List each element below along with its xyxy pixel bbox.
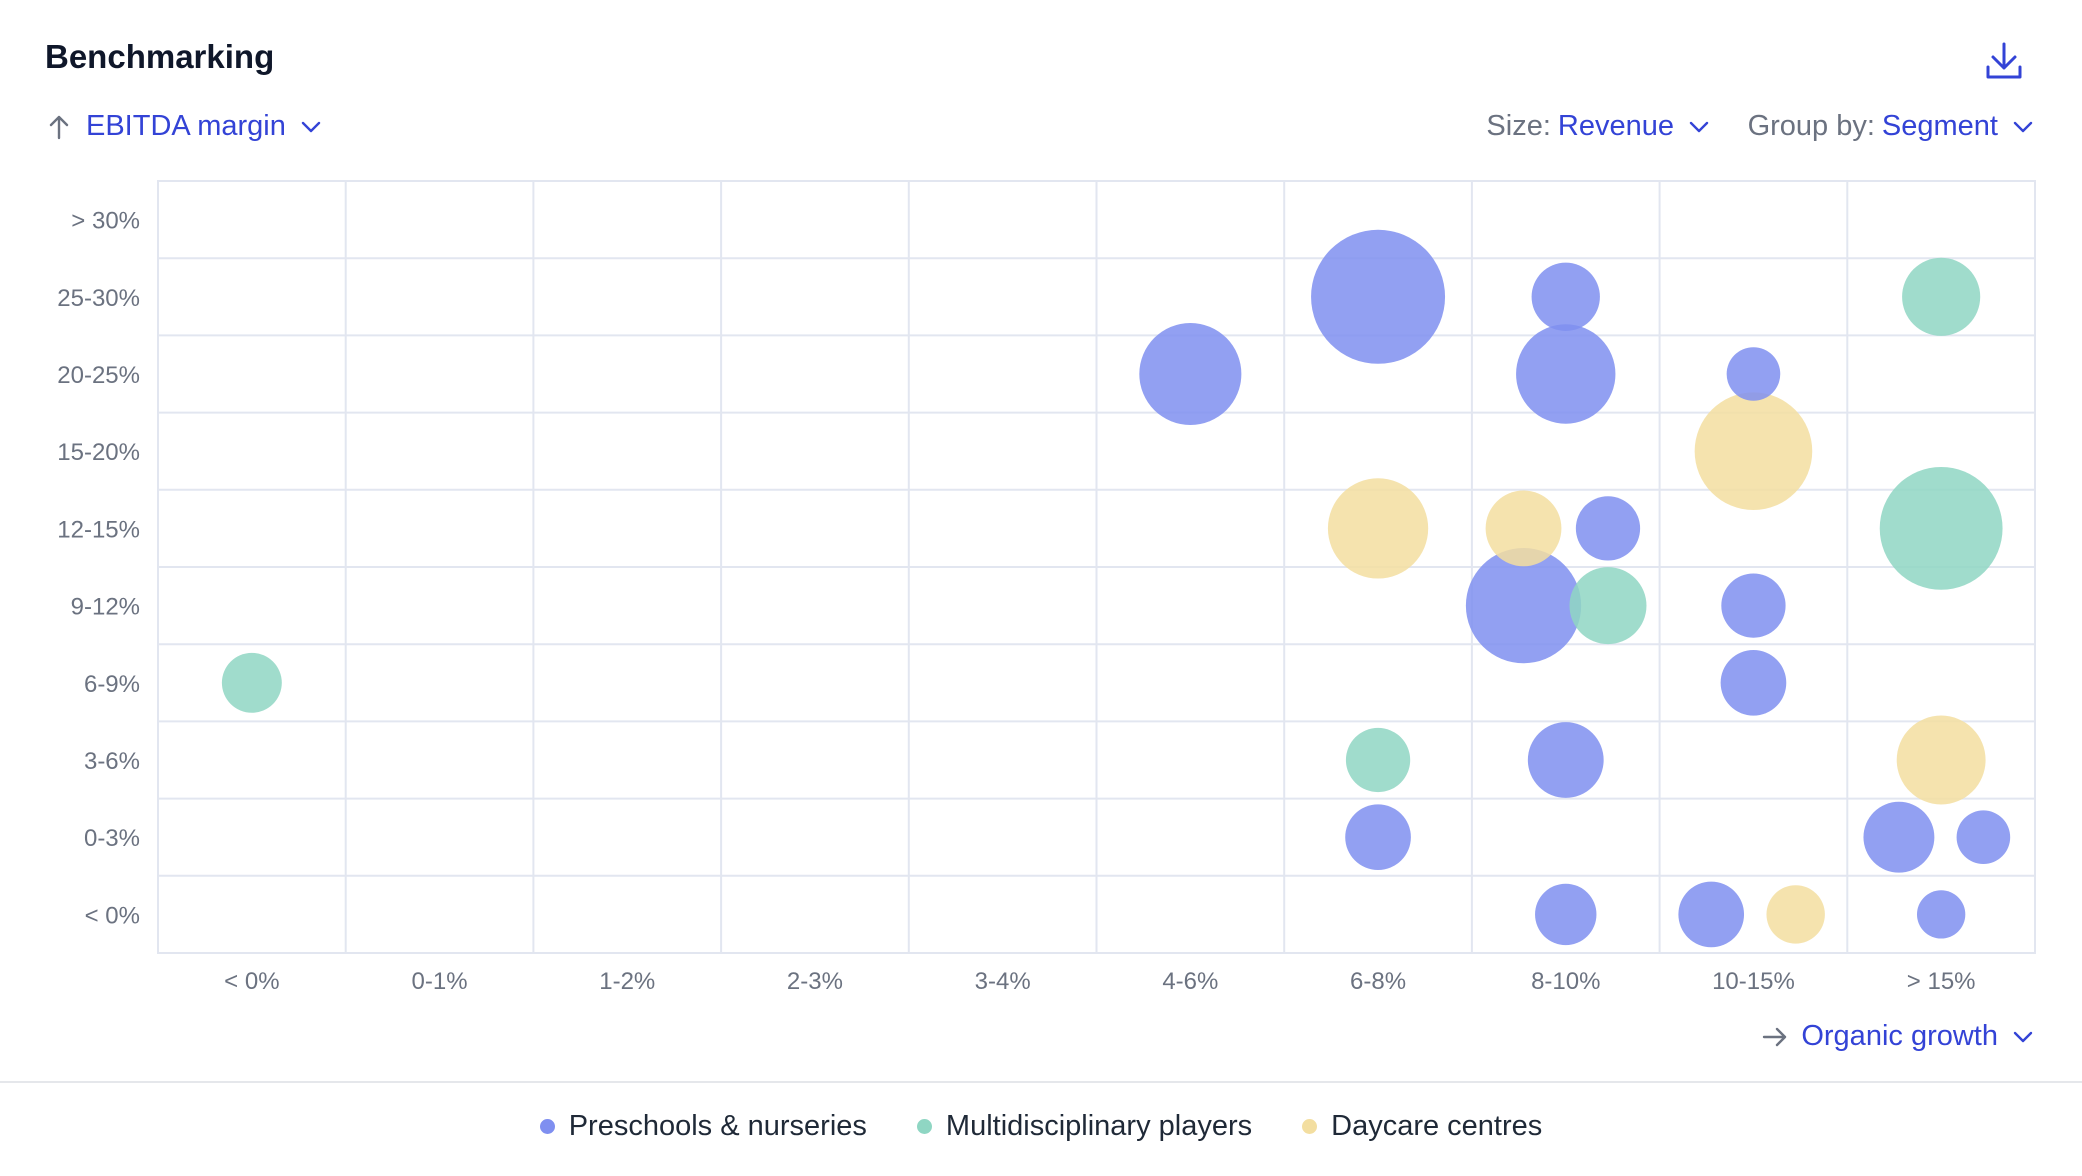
- size-selector[interactable]: Size: Revenue: [1486, 110, 1710, 143]
- bubble-preschools: [1726, 347, 1781, 401]
- size-value: Revenue: [1557, 110, 1674, 142]
- bubble-preschools: [1311, 229, 1446, 364]
- legend-item-multidisciplinary[interactable]: Multidisciplinary players: [916, 1110, 1253, 1143]
- x-tick-label: > 15%: [1907, 968, 1976, 995]
- bubble-daycare: [1694, 392, 1813, 510]
- bubble-preschools: [1863, 801, 1935, 873]
- chevron-down-icon: [2013, 121, 2033, 132]
- bubble-preschools: [1345, 804, 1411, 871]
- group-by-label: Group by:: [1747, 110, 1875, 142]
- arrow-right-icon: [1763, 1027, 1787, 1046]
- arrow-up-icon: [49, 115, 69, 139]
- legend-dot-daycare: [1302, 1119, 1318, 1134]
- card-title: Benchmarking: [45, 38, 275, 75]
- size-label: Size:: [1486, 110, 1551, 142]
- x-metric-value: Organic growth: [1801, 1020, 1998, 1052]
- bubble-preschools: [1465, 547, 1582, 664]
- x-metric-selector[interactable]: Organic growth: [1761, 1020, 2034, 1053]
- bubble-multidisciplinary: [1345, 727, 1411, 793]
- y-tick-label: 3-6%: [84, 748, 140, 775]
- bubble-preschools: [1678, 881, 1745, 948]
- x-tick-label: < 0%: [224, 968, 279, 995]
- chevron-down-icon: [301, 121, 321, 132]
- y-tick-label: 20-25%: [57, 362, 140, 389]
- bubble-preschools: [1139, 322, 1242, 426]
- legend-item-preschools[interactable]: Preschools & nurseries: [539, 1110, 867, 1143]
- bubble-preschools: [1720, 649, 1787, 716]
- y-tick-label: 6-9%: [84, 671, 140, 698]
- x-tick-label: 0-1%: [412, 968, 468, 995]
- legend-label: Preschools & nurseries: [568, 1110, 867, 1142]
- bubble-multidisciplinary: [1569, 567, 1647, 645]
- download-icon: [1986, 42, 2022, 79]
- y-tick-label: > 30%: [71, 208, 140, 235]
- bubble-preschools: [1516, 324, 1616, 424]
- y-tick-label: 9-12%: [71, 594, 140, 621]
- legend-label: Daycare centres: [1331, 1110, 1543, 1142]
- x-tick-label: 1-2%: [599, 968, 655, 995]
- x-tick-label: 2-3%: [787, 968, 843, 995]
- x-tick-label: 3-4%: [975, 968, 1031, 995]
- legend-item-daycare[interactable]: Daycare centres: [1302, 1110, 1542, 1143]
- download-button[interactable]: [1984, 40, 2024, 82]
- bubble-preschools: [1916, 890, 1966, 939]
- legend-divider: [0, 1081, 2082, 1083]
- chart-legend: Preschools & nurseries Multidisciplinary…: [0, 1110, 2082, 1143]
- y-tick-label: 0-3%: [84, 825, 140, 852]
- bubble-daycare: [1485, 490, 1562, 567]
- bubble-preschools: [1527, 722, 1604, 798]
- legend-dot-multidisciplinary: [916, 1119, 932, 1134]
- x-tick-label: 4-6%: [1162, 968, 1218, 995]
- bubble-multidisciplinary: [1902, 257, 1981, 336]
- y-tick-label: < 0%: [85, 902, 140, 929]
- group-by-selector[interactable]: Group by: Segment: [1748, 110, 2034, 143]
- y-tick-label: 15-20%: [57, 439, 140, 466]
- y-tick-label: 25-30%: [57, 285, 140, 312]
- bubble-daycare: [1766, 885, 1825, 944]
- bubble-preschools: [1721, 573, 1786, 638]
- bubble-daycare: [1327, 478, 1429, 579]
- bubble-preschools: [1531, 262, 1600, 331]
- chevron-down-icon: [1689, 121, 1709, 132]
- y-metric-value: EBITDA margin: [86, 110, 286, 142]
- bubble-preschools: [1535, 883, 1597, 946]
- bubble-daycare: [1896, 715, 1986, 805]
- y-metric-selector[interactable]: EBITDA margin: [46, 110, 322, 143]
- legend-dot-preschools: [539, 1119, 555, 1134]
- y-tick-label: 12-15%: [57, 516, 140, 543]
- bubble-multidisciplinary: [221, 652, 282, 713]
- x-tick-label: 6-8%: [1350, 968, 1406, 995]
- bubble-preschools: [1575, 496, 1641, 561]
- group-by-value: Segment: [1881, 110, 1998, 142]
- chevron-down-icon: [2013, 1031, 2033, 1042]
- legend-label: Multidisciplinary players: [945, 1110, 1253, 1142]
- bubble-preschools: [1956, 810, 2011, 864]
- bubble-multidisciplinary: [1879, 466, 2003, 590]
- x-tick-label: 8-10%: [1531, 968, 1600, 995]
- x-tick-label: 10-15%: [1712, 968, 1795, 995]
- bubble-chart: < 0% 0-1% 1-2% 2-3% 3-4% 4-6% 6-8% 8-10% 10-15% >…: [57, 180, 2036, 995]
